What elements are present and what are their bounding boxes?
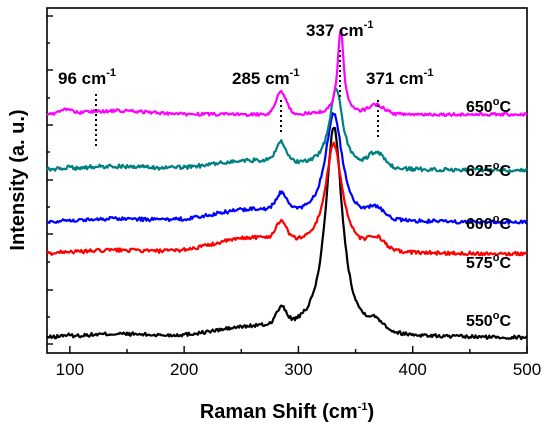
temperature-labels: 550oC 575oC 600oC 625oC 650oC: [466, 96, 511, 330]
x-tick-label: 500: [513, 360, 541, 379]
x-tick-label: 200: [170, 360, 198, 379]
peak-label: 285 cm-1: [232, 67, 299, 88]
series-line-625: [45, 87, 528, 173]
peak-label: 371 cm-1: [366, 67, 433, 88]
series-line-600: [46, 112, 528, 225]
series-label-575: 575oC: [466, 252, 511, 272]
peak-label: 337 cm-1: [306, 19, 373, 40]
x-axis-title: Raman Shift (cm-1): [200, 401, 374, 423]
y-axis-ticks: [47, 15, 53, 345]
series-layer: [45, 28, 528, 341]
series-line-575: [46, 141, 528, 257]
series-line-550: [46, 126, 528, 341]
series-label-650: 650oC: [466, 96, 511, 116]
series-label-625: 625oC: [466, 160, 511, 180]
peak-markers: 96 cm-1 285 cm-1 337 cm-1 371 cm-1: [58, 19, 433, 148]
peak-label: 96 cm-1: [58, 67, 116, 88]
plot-frame: [46, 7, 528, 354]
y-axis-title: Intensity (a. u.): [7, 109, 29, 250]
series-label-550: 550oC: [466, 310, 511, 330]
x-tick-label: 300: [284, 360, 312, 379]
series-line-650: [46, 28, 528, 117]
x-tick-label: 100: [56, 360, 84, 379]
series-label-600: 600oC: [466, 213, 511, 233]
x-tick-label: 400: [399, 360, 427, 379]
x-axis-ticks: 100 200 300 400 500: [56, 346, 541, 379]
